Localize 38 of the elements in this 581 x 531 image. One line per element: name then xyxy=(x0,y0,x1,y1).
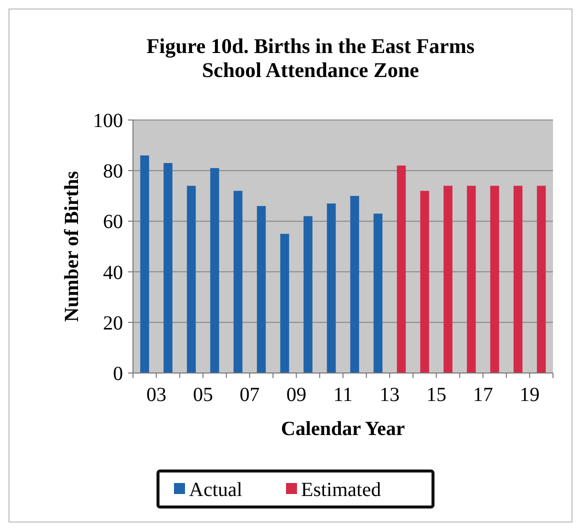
y-tick-label: 80 xyxy=(103,160,123,183)
chart-title: Figure 10d. Births in the East Farms School Attendance Zone xyxy=(146,34,475,82)
bar xyxy=(326,203,336,373)
bar xyxy=(420,190,430,373)
bar xyxy=(490,186,500,373)
bar xyxy=(374,214,382,373)
legend-label: Estimated xyxy=(301,479,381,501)
bar xyxy=(210,168,220,373)
x-tick-label: 03 xyxy=(146,384,166,406)
x-tick-label: 09 xyxy=(286,384,306,406)
bar xyxy=(234,190,242,373)
y-tick-label: 40 xyxy=(103,262,123,284)
x-tick-label: 05 xyxy=(193,384,213,406)
x-tick-label: 13 xyxy=(380,384,400,406)
bar xyxy=(304,216,312,373)
x-tick-label: 15 xyxy=(426,384,446,406)
legend-label: Actual xyxy=(189,479,243,501)
x-axis-title: Calendar Year xyxy=(281,418,406,440)
x-tick-label: 19 xyxy=(520,384,540,406)
bar xyxy=(536,186,546,373)
x-tick-label: 11 xyxy=(333,384,353,406)
bar xyxy=(164,163,172,373)
bar xyxy=(140,155,150,373)
bar xyxy=(186,186,196,373)
bar xyxy=(466,186,476,373)
y-tick-label: 20 xyxy=(103,312,123,334)
bar xyxy=(444,186,452,373)
bar xyxy=(514,186,522,373)
y-axis-title: Number of Births xyxy=(61,170,83,322)
bar xyxy=(256,206,266,373)
y-tick-label: 100 xyxy=(93,110,123,132)
y-tick-label: 60 xyxy=(103,211,123,234)
y-tick-label: 0 xyxy=(113,363,123,385)
x-tick-label: 07 xyxy=(240,384,260,406)
bar xyxy=(396,166,406,373)
bar xyxy=(350,196,360,373)
x-tick-label: 17 xyxy=(473,384,493,406)
bar xyxy=(280,234,290,373)
